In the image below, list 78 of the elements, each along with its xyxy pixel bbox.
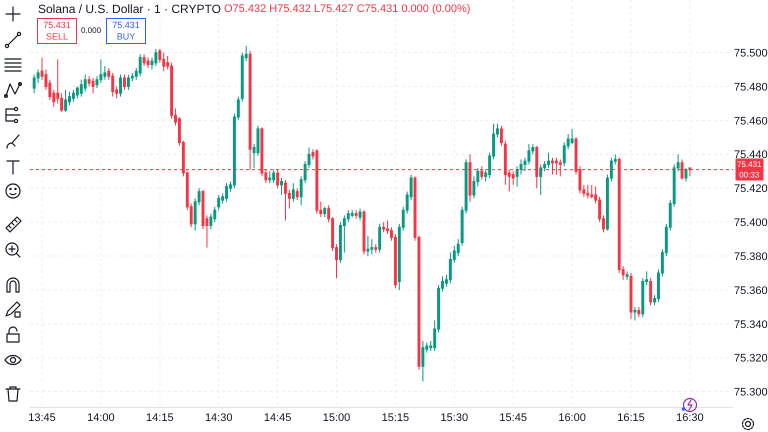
candlestick [516, 166, 519, 188]
y-tick-label: 75.420 [734, 183, 768, 196]
x-tick-label: 16:00 [558, 412, 586, 424]
candlestick [126, 74, 130, 90]
candlestick [350, 210, 354, 218]
candlestick [362, 210, 366, 255]
y-tick-label: 75.380 [734, 250, 768, 263]
candlestick [630, 272, 632, 320]
candlestick [500, 124, 503, 146]
candlestick [72, 89, 75, 102]
candlestick [633, 306, 636, 322]
candlestick [138, 54, 142, 77]
candlestick [123, 74, 126, 90]
candlestick [626, 270, 629, 280]
y-tick-label: 75.360 [734, 284, 768, 297]
chart-title: Solana / U.S. Dollar · 1 · CRYPTO [38, 2, 221, 16]
candlestick [649, 278, 652, 306]
candlestick [358, 208, 362, 221]
annotation: 75.431 [112, 20, 140, 30]
y-tick-label: 75.500 [734, 47, 768, 60]
candlestick [378, 223, 382, 254]
candlestick [292, 182, 295, 202]
candlestick [520, 158, 522, 176]
annotation: 0.000 [81, 26, 102, 35]
y-tick-label: 75.300 [734, 386, 768, 399]
candlestick [539, 164, 542, 196]
y-tick-label: 75.400 [734, 217, 768, 229]
x-tick-label: 16:30 [676, 412, 704, 424]
x-tick-label: 15:15 [382, 412, 410, 424]
x-tick-label: 14:00 [87, 412, 115, 424]
annotation: SELL [46, 32, 68, 42]
candlestick [421, 340, 424, 382]
ref-line-label: 75.431 [737, 160, 762, 169]
x-tick-label: 14:45 [264, 412, 292, 424]
candlestick [217, 194, 220, 211]
candlestick [225, 182, 228, 202]
candlestick [296, 188, 299, 201]
candlestick [84, 74, 87, 92]
annotation: 75.431 [43, 20, 71, 30]
x-tick-label: 16:15 [617, 412, 645, 424]
x-tick-label: 15:45 [499, 412, 527, 424]
candlestick [162, 52, 166, 72]
y-tick-label: 75.480 [734, 81, 768, 94]
x-tick-label: 15:30 [440, 412, 468, 424]
candlestick [370, 238, 374, 255]
x-tick-label: 13:45 [28, 412, 56, 424]
candlestick [92, 78, 95, 94]
annotation: BUY [116, 32, 136, 42]
candlestick [154, 48, 158, 67]
candlestick [637, 306, 640, 318]
candlestick [284, 179, 287, 221]
y-tick-label: 75.440 [734, 149, 768, 162]
candlestick [323, 206, 326, 218]
candlestick [374, 244, 378, 254]
annotation: O75.432 H75.432 L75.427 C75.431 0.000 (0.00%) [224, 3, 470, 15]
x-tick-label: 14:15 [146, 412, 174, 424]
candlestick [146, 57, 150, 68]
candlestick [280, 178, 283, 196]
x-tick-label: 15:00 [322, 412, 350, 424]
x-tick-label: 14:30 [204, 412, 232, 424]
candlestick [99, 58, 102, 84]
candlestick [142, 54, 146, 67]
y-tick-label: 75.340 [734, 318, 768, 331]
y-tick-label: 75.320 [734, 352, 768, 365]
y-tick-label: 75.460 [734, 115, 768, 128]
candlestick [111, 72, 114, 98]
candlestick [119, 74, 122, 98]
candlestick [586, 184, 590, 199]
candlestick [64, 89, 68, 112]
candlestick [268, 170, 272, 184]
candlestick [570, 128, 574, 145]
candlestick [547, 152, 550, 168]
candlestick [684, 167, 688, 182]
candlestick [354, 210, 358, 220]
text: 00:33 [739, 170, 760, 180]
candlestick [272, 169, 276, 184]
candlestick [366, 235, 370, 257]
candlestick [382, 222, 386, 233]
